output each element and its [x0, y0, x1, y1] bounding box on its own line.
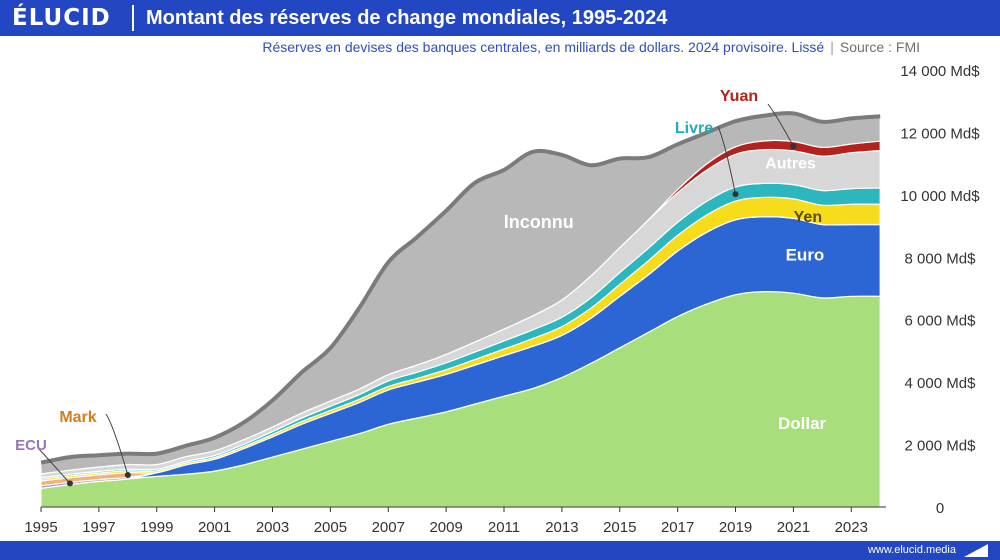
series-label-livre: Livre: [675, 120, 713, 137]
y-tick-label: 8 000 Md$: [905, 250, 977, 267]
y-tick-label: 2 000 Md$: [905, 438, 977, 455]
y-tick-label: 14 000 Md$: [900, 63, 980, 80]
reserves-area-chart: 1995 1997 1999 2001 2003 2005 2007 2009 2011 2013…: [15, 63, 980, 536]
x-tick-label: 2005: [314, 519, 347, 536]
chart-subtitle-line: Réserves en devises des banques centrale…: [0, 38, 920, 56]
x-tick-label: 2007: [372, 519, 405, 536]
leader-dot-yuan: [790, 143, 797, 150]
x-tick-label: 2015: [603, 519, 636, 536]
y-tick-label: 4 000 Md$: [905, 375, 977, 392]
x-tick-label: 2019: [719, 519, 752, 536]
series-label-mark: Mark: [59, 409, 96, 426]
x-tick-label: 1997: [82, 519, 115, 536]
x-tick-label: 1995: [24, 519, 57, 536]
leader-livre: [717, 126, 736, 195]
x-tick-label: 2013: [545, 519, 578, 536]
y-tick-label: 10 000 Md$: [900, 188, 980, 205]
x-tick-label: 2011: [488, 519, 520, 536]
total-line: [40, 111, 881, 465]
x-tick-label: 2021: [777, 519, 810, 536]
series-label-inconnu: Inconnu: [504, 212, 574, 232]
series-label-autres: Autres: [765, 155, 816, 172]
x-tick-label: 2001: [198, 519, 231, 536]
y-tick-label: 6 000 Md$: [905, 313, 977, 330]
footer-bar: www.elucid.media: [0, 541, 1000, 560]
header-bar: ÉLUCID Montant des réserves de change mo…: [0, 0, 1000, 36]
logo-divider: [132, 5, 134, 31]
series-label-euro: Euro: [786, 245, 825, 264]
series-label-yen: Yen: [794, 209, 822, 226]
series-label-dollar: Dollar: [778, 414, 827, 433]
leader-dot-mark: [124, 472, 131, 479]
source-note: Source : FMI: [839, 39, 920, 55]
chart-title: Montant des réserves de change mondiales…: [146, 7, 668, 29]
x-tick-label: 1999: [140, 519, 173, 536]
y-tick-label: 12 000 Md$: [900, 125, 980, 142]
subtitle-separator: |: [830, 39, 834, 55]
leader-dot-ecu: [66, 480, 73, 487]
footer-url[interactable]: www.elucid.media: [867, 544, 956, 556]
leader-ecu: [37, 447, 71, 484]
x-tick-label: 2009: [429, 519, 462, 536]
series-label-yuan: Yuan: [720, 88, 758, 105]
brand-mark-icon: [964, 544, 988, 557]
series-label-ecu: ECU: [15, 437, 47, 454]
leader-yuan: [767, 103, 794, 147]
y-tick-label: 0: [936, 500, 944, 517]
chart-subtitle: Réserves en devises des banques centrale…: [262, 39, 825, 55]
leader-mark: [105, 413, 129, 476]
x-tick-label: 2017: [661, 519, 694, 536]
x-tick-label: 2003: [256, 519, 289, 536]
brand-logo[interactable]: ÉLUCID: [12, 5, 111, 31]
leader-dot-livre: [732, 191, 739, 198]
x-tick-label: 2023: [835, 519, 868, 536]
